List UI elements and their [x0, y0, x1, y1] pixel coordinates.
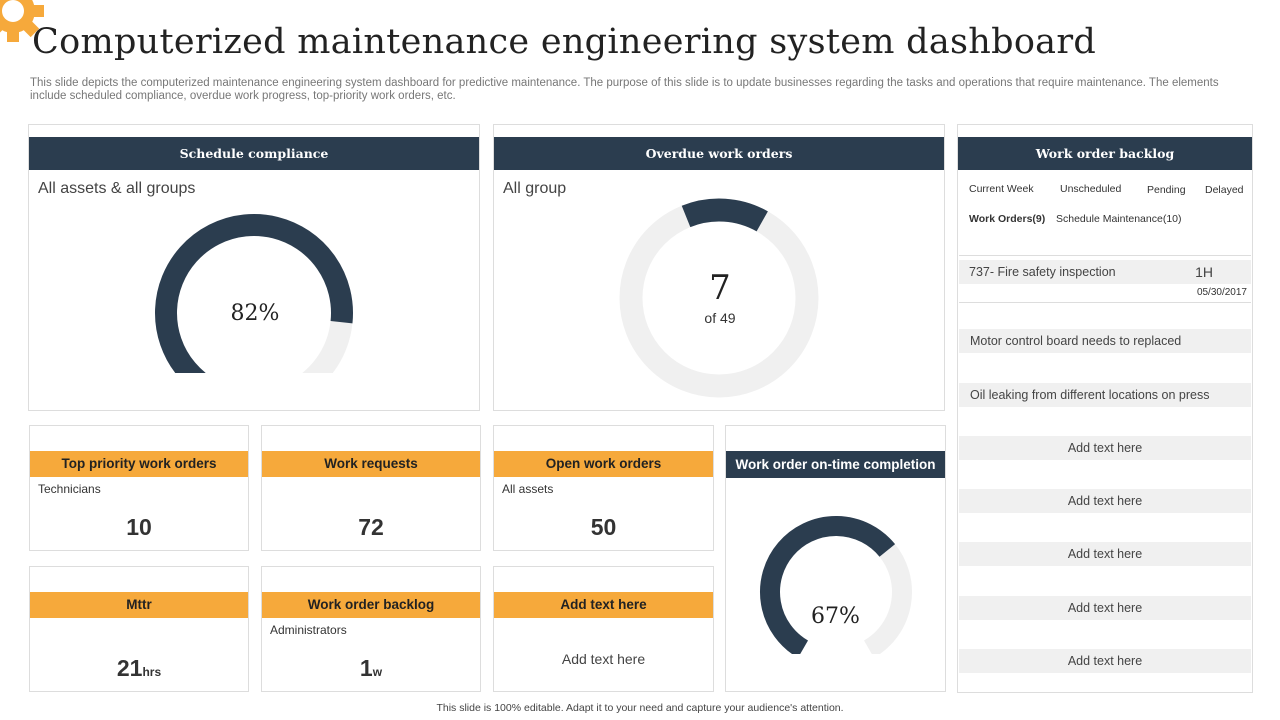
gauge-value-arc: [760, 516, 896, 654]
card-subtitle: Administrators: [270, 623, 347, 637]
ontime-header: Work order on-time completion: [726, 451, 945, 478]
card-value: 10: [126, 514, 152, 540]
card-header: Open work orders: [494, 451, 713, 477]
work-requests-card: Work requests 72: [261, 425, 481, 551]
backlog-row[interactable]: Add text here: [959, 649, 1251, 673]
card-value: 50: [590, 514, 617, 540]
backlog-item-duration: 1H: [1195, 264, 1213, 280]
backlog-item-date: 05/30/2017: [1196, 287, 1247, 298]
schedule-gauge: [155, 214, 353, 373]
tab-pending[interactable]: Pending: [1147, 184, 1186, 196]
card-subtitle: Technicians: [38, 482, 101, 496]
backlog-row[interactable]: Motor control board needs to replaced: [959, 329, 1251, 353]
page-title: Computerized maintenance engineering sys…: [32, 22, 1097, 62]
card-header: Mttr: [30, 592, 248, 618]
backlog-item[interactable]: 737- Fire safety inspection 1H 05/30/201…: [959, 255, 1251, 303]
backlog-item-title: 737- Fire safety inspection: [969, 265, 1116, 279]
ontime-gauge: [760, 516, 912, 654]
backlog-row[interactable]: Oil leaking from different locations on …: [959, 383, 1251, 407]
card-header: Add text here: [494, 592, 713, 618]
overdue-panel: Overdue work orders All group 7 of 49: [493, 124, 945, 411]
backlog-panel: Work order backlog Current Week Unschedu…: [957, 124, 1253, 693]
overdue-header: Overdue work orders: [494, 137, 944, 170]
tab-delayed[interactable]: Delayed: [1205, 184, 1244, 196]
tab-unscheduled[interactable]: Unscheduled: [1060, 183, 1122, 195]
backlog-header: Work order backlog: [958, 137, 1252, 170]
open-work-orders-card: Open work orders All assets 50: [493, 425, 714, 551]
backlog-row[interactable]: Add text here: [959, 489, 1251, 513]
card-value: 21hrs: [116, 655, 162, 681]
add-text-card: Add text here Add text here: [493, 566, 714, 692]
tab-current-week[interactable]: Current Week: [969, 183, 1034, 195]
backlog-row[interactable]: Add text here: [959, 436, 1251, 460]
page-description: This slide depicts the computerized main…: [30, 77, 1219, 102]
overdue-count: 7: [709, 268, 731, 308]
schedule-maintenance-count[interactable]: Schedule Maintenance(10): [1056, 213, 1182, 225]
ontime-panel: Work order on-time completion 67%: [725, 425, 946, 692]
top-priority-card: Top priority work orders Technicians 10: [29, 425, 249, 551]
card-value: 1w: [359, 655, 383, 681]
gear-icon: [0, 0, 44, 42]
card-header: Work requests: [262, 451, 480, 477]
overdue-subtitle: All group: [503, 180, 567, 197]
donut-value-arc: [681, 198, 768, 232]
work-orders-count[interactable]: Work Orders(9): [969, 213, 1046, 225]
card-text: Add text here: [561, 651, 646, 667]
card-header: Top priority work orders: [30, 451, 248, 477]
card-value: 72: [358, 514, 384, 540]
schedule-value: 82%: [230, 301, 280, 326]
schedule-compliance-header: Schedule compliance: [29, 137, 479, 170]
card-subtitle: All assets: [502, 482, 554, 496]
footer-note: This slide is 100% editable. Adapt it to…: [436, 702, 844, 714]
backlog-card: Work order backlog Administrators 1w: [261, 566, 481, 692]
overdue-donut: [619, 198, 819, 398]
ontime-value: 67%: [811, 604, 860, 629]
overdue-total: of 49: [704, 310, 736, 326]
mttr-card: Mttr 21hrs: [29, 566, 249, 692]
schedule-subtitle: All assets & all groups: [38, 180, 196, 197]
card-header: Work order backlog: [262, 592, 480, 618]
gauge-value-arc: [155, 214, 353, 373]
backlog-row[interactable]: Add text here: [959, 596, 1251, 620]
backlog-row[interactable]: Add text here: [959, 542, 1251, 566]
schedule-compliance-panel: Schedule compliance All assets & all gro…: [28, 124, 480, 411]
